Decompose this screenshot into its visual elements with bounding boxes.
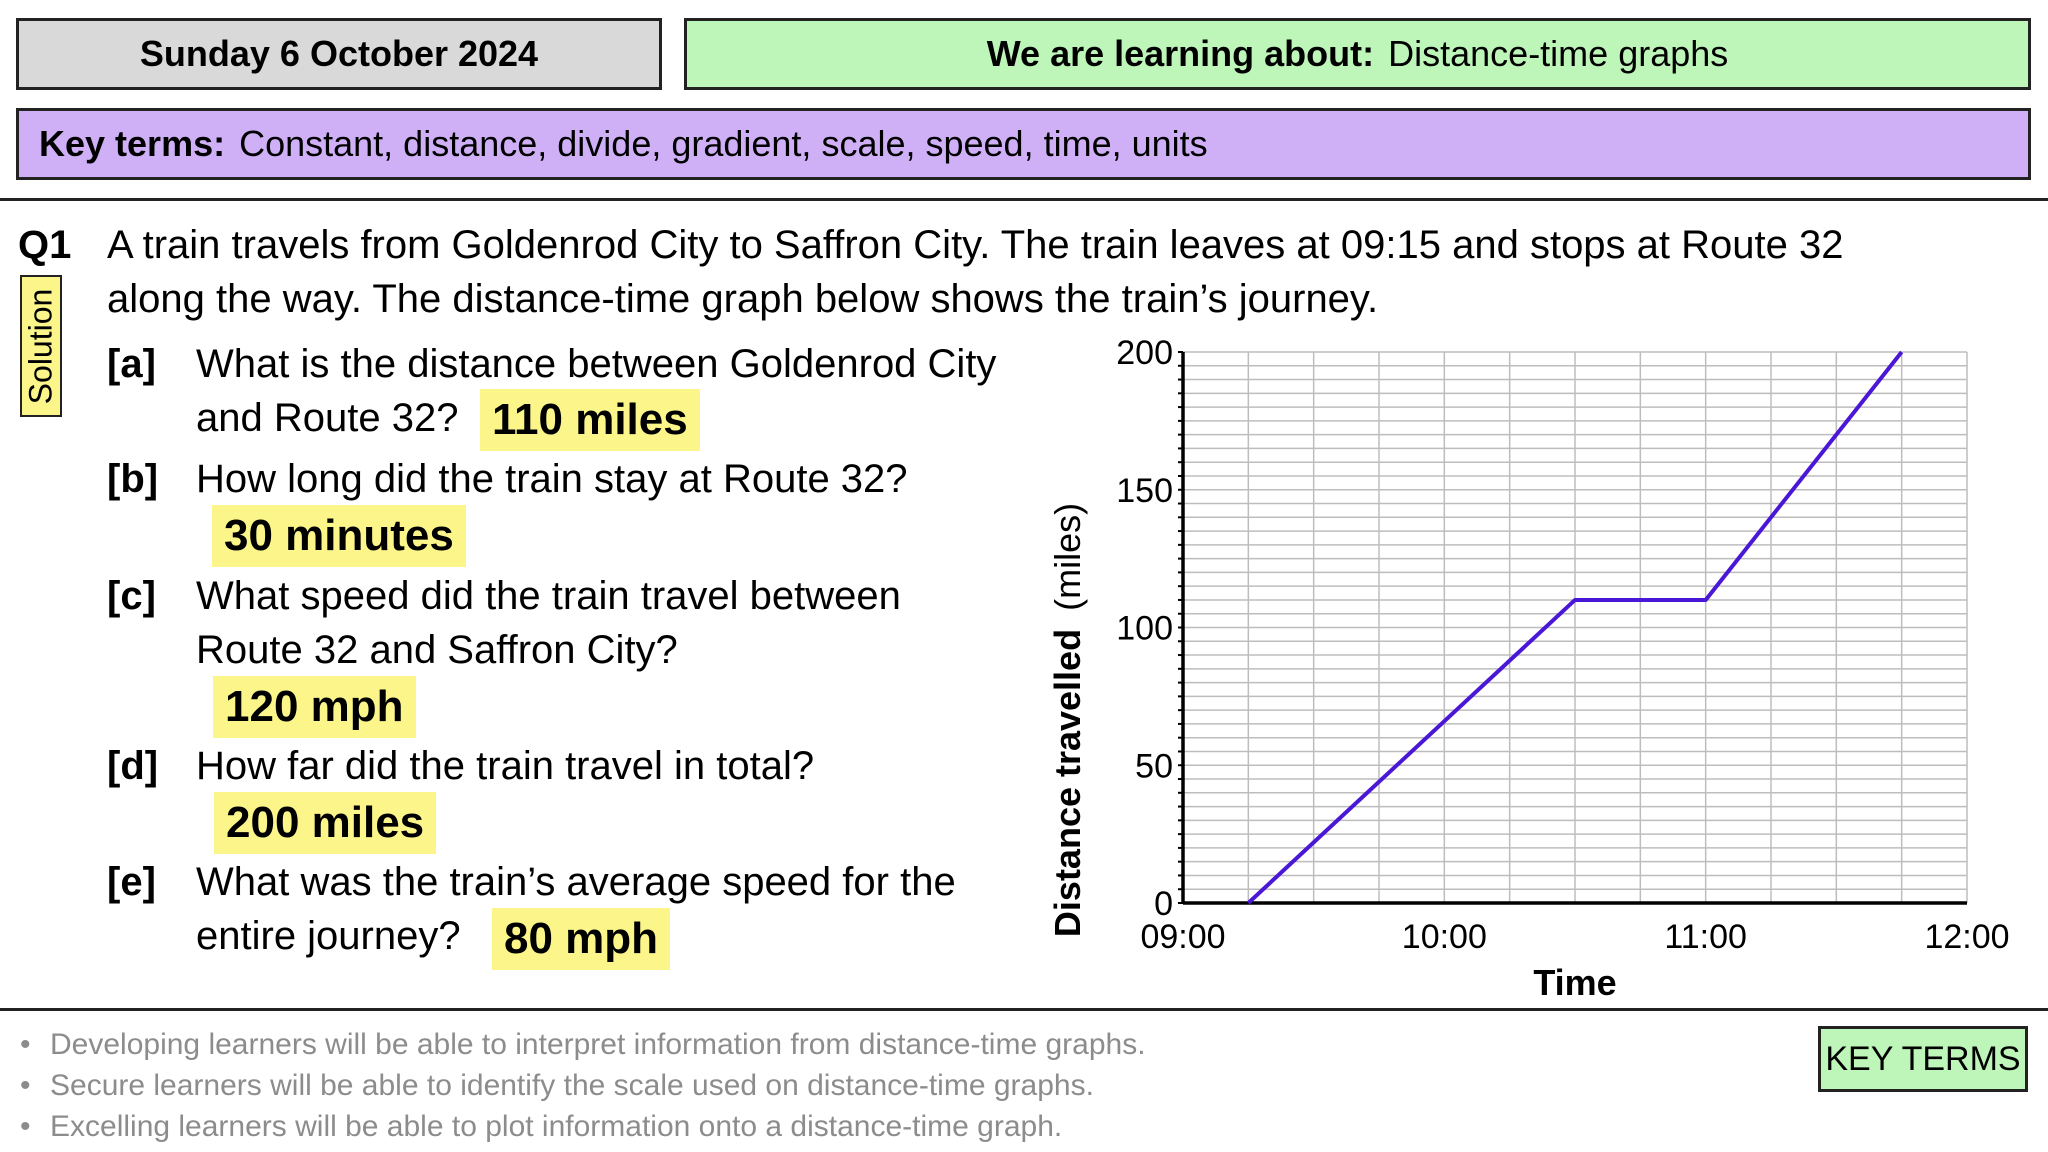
part-d-question-line1: How far did the train travel in total? [196,744,815,788]
objective-excelling: • Excelling learners will be able to plot… [20,1110,1062,1144]
bullet-icon: • [20,1069,31,1102]
solution-tag-label: Solution [22,288,59,404]
objective-secure-text: Secure learners will be able to identify… [50,1069,1094,1102]
learning-label: We are learning about: [986,33,1375,74]
key-terms-banner: Key terms: Constant, distance, divide, g… [16,108,2031,180]
part-a-label: [a] [107,342,156,386]
part-e-question-line2: entire journey? [196,914,461,958]
part-b-question-line1: How long did the train stay at Route 32? [196,457,908,501]
date-text: Sunday 6 October 2024 [139,33,539,74]
part-d-answer: 200 miles [214,792,437,854]
x-tick-label: 12:00 [1924,918,2009,956]
objective-developing: • Developing learners will be able to int… [20,1028,1146,1062]
part-c-answer: 120 mph [213,676,416,738]
x-tick-label: 09:00 [1140,918,1225,956]
question-intro-line2: along the way. The distance-time graph b… [107,277,1379,321]
y-tick-label: 0 [1154,885,1173,923]
y-axis-title-unit: (miles) [1047,503,1088,611]
y-tick-label: 150 [1116,472,1173,510]
part-e-question-line1: What was the train’s average speed for t… [196,860,956,904]
part-c-label: [c] [107,574,156,618]
part-e-answer: 80 mph [492,908,671,970]
question-intro-line1: A train travels from Goldenrod City to S… [107,223,1844,267]
key-terms-button[interactable]: KEY TERMS [1818,1026,2028,1092]
part-d-label: [d] [107,744,159,788]
part-a-question-line1: What is the distance between Goldenrod C… [196,342,997,386]
part-b-label: [b] [107,457,159,501]
objective-excelling-text: Excelling learners will be able to plot … [50,1110,1063,1143]
chart-tick-labels: 09:00 10:00 11:00 12:00 0 50 100 150 200 [1116,334,2009,956]
key-terms-list: Constant, distance, divide, gradient, sc… [239,123,1208,164]
objective-developing-text: Developing learners will be able to inte… [50,1028,1146,1061]
footer-divider [0,1008,2048,1011]
part-a-question-line2: and Route 32? [196,396,459,440]
y-tick-label: 50 [1135,747,1173,785]
journey-line [1246,350,1904,905]
y-axis-title: Distance travelled (miles) [1047,503,1088,937]
key-terms-button-label: KEY TERMS [1825,1039,2021,1078]
part-a-answer: 110 miles [480,389,700,451]
chart-axes [1178,351,1967,905]
y-tick-label: 200 [1116,334,1173,372]
date-banner: Sunday 6 October 2024 [16,18,662,90]
solution-tag[interactable]: Solution [20,275,62,417]
bullet-icon: • [20,1110,31,1143]
learning-topic: Distance-time graphs [1388,33,1729,74]
key-terms-label: Key terms: [39,123,226,164]
part-c-question-line2: Route 32 and Saffron City? [196,628,678,672]
distance-time-chart: 09:00 10:00 11:00 12:00 0 50 100 150 200 Time Di… [1047,334,2010,1003]
objective-secure: • Secure learners will be able to identif… [20,1069,1094,1103]
chart-grid [1183,351,1968,903]
x-tick-label: 11:00 [1664,918,1747,956]
part-b-answer: 30 minutes [212,505,466,567]
part-e-label: [e] [107,860,156,904]
bullet-icon: • [20,1028,31,1061]
chart-series [1246,350,1904,905]
learning-objective-banner: We are learning about: Distance-time gra… [684,18,2031,90]
x-tick-label: 10:00 [1402,918,1487,956]
x-axis-title: Time [1533,962,1616,1003]
part-c-question-line1: What speed did the train travel between [196,574,901,618]
question-number: Q1 [18,223,72,267]
header-divider [0,198,2048,201]
y-axis-title-main: Distance travelled [1047,629,1088,937]
y-tick-label: 100 [1116,610,1173,648]
